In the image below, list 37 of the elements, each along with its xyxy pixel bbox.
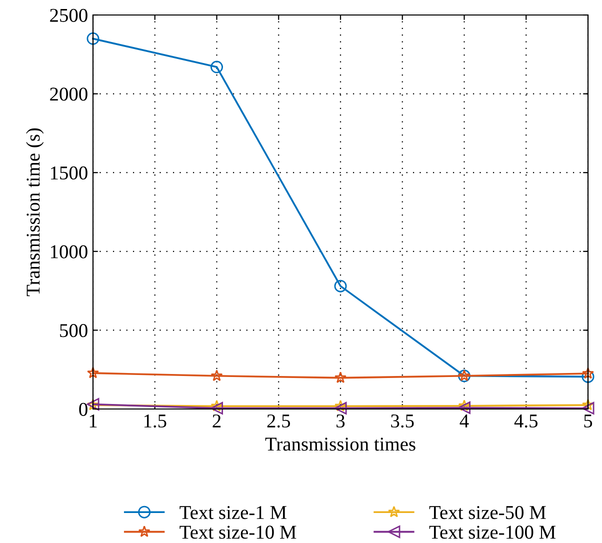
x-tick-label: 2 <box>212 414 221 428</box>
legend-label: Text size-1 M <box>180 506 286 520</box>
y-tick-label: 1500 <box>50 166 88 180</box>
x-tick-label: 1.5 <box>144 414 166 428</box>
point <box>334 402 347 414</box>
point <box>86 32 100 45</box>
y-axis-title: Transmission time (s) <box>26 128 44 296</box>
y-tick-label: 0 <box>79 402 88 416</box>
point <box>210 60 223 74</box>
x-tick-label: 1 <box>90 414 97 428</box>
point <box>458 400 470 412</box>
legend-label: Text size-50 M <box>429 506 546 520</box>
point <box>582 367 594 379</box>
point <box>87 366 99 378</box>
point <box>582 398 594 410</box>
x-tick-label: 2.5 <box>267 414 290 428</box>
x-tick-label: 4 <box>460 414 469 428</box>
legend-label: Text size-100 M <box>429 526 556 539</box>
x-tick-label: 3 <box>336 414 345 428</box>
x-tick-label: 4.5 <box>514 414 538 428</box>
point <box>210 370 223 382</box>
point <box>334 280 347 292</box>
y-tick-label: 2500 <box>50 8 88 22</box>
y-tick-label: 500 <box>60 324 88 338</box>
point <box>334 372 346 383</box>
point <box>210 400 223 412</box>
point <box>582 370 594 383</box>
point <box>210 402 223 414</box>
x-tick-label: 5 <box>584 414 592 428</box>
legend-label: Text size-10 M <box>180 526 296 539</box>
point <box>334 400 346 412</box>
y-tick-label: 1000 <box>50 245 88 258</box>
point <box>458 401 470 414</box>
y-tick-label: 2000 <box>50 88 88 101</box>
x-tick-label: 3.5 <box>391 414 414 428</box>
x-axis-title: Transmission times <box>265 438 416 451</box>
point <box>582 402 594 414</box>
